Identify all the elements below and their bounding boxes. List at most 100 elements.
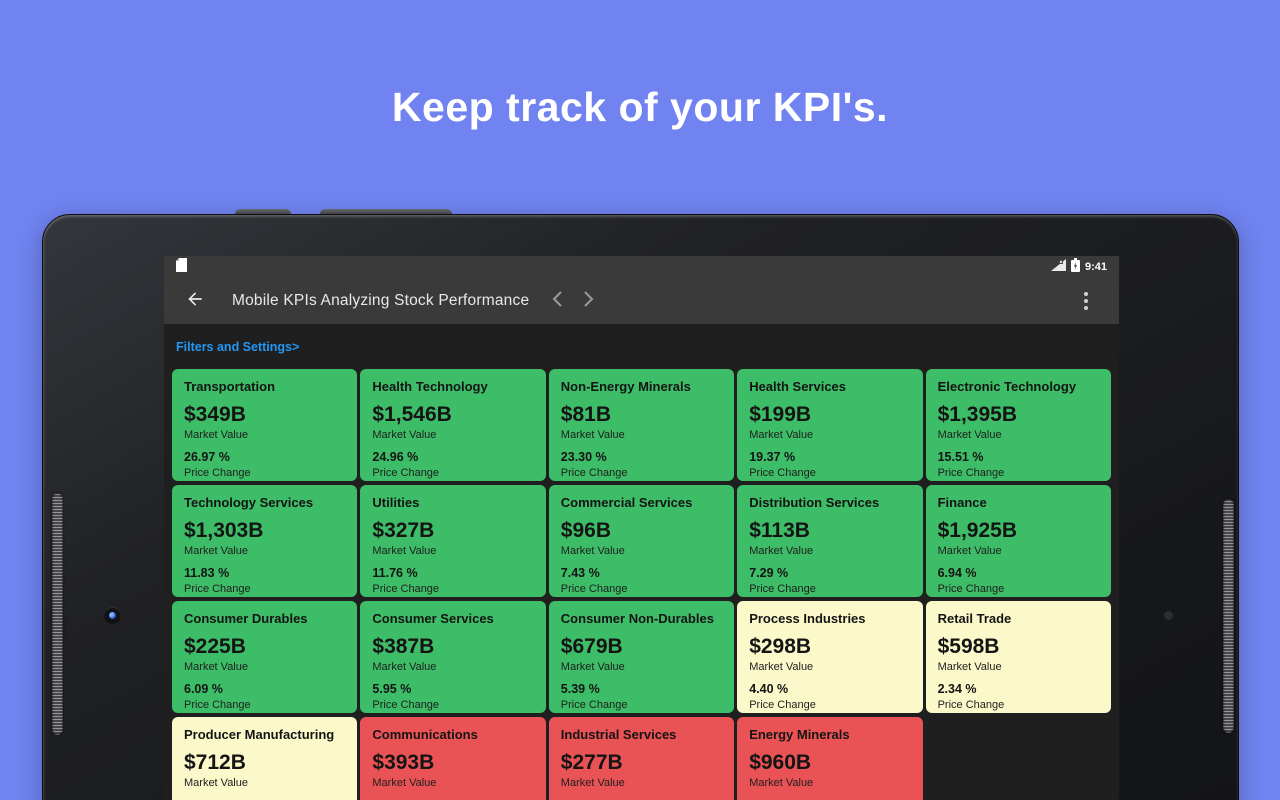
tile-market-value-label: Market Value xyxy=(372,429,437,441)
chevron-right-icon xyxy=(581,290,595,312)
tile-market-value-label: Market Value xyxy=(560,429,625,441)
tile-market-value-label: Market Value xyxy=(184,429,248,441)
tile-market-value: $1,303B xyxy=(184,519,264,542)
cellular-signal-icon xyxy=(1050,258,1066,276)
tile-sector-name: Producer Manufacturing xyxy=(184,727,335,742)
clock-time: 9:41 xyxy=(1084,261,1107,273)
kpi-tile[interactable]: Process Industries $298B Market Value 4.… xyxy=(737,601,923,713)
tile-market-value: $1,546B xyxy=(372,403,452,426)
kpi-tile[interactable]: Communications $393B Market Value -4.17 … xyxy=(360,717,546,800)
kpi-tile[interactable]: Consumer Non-Durables $679B Market Value… xyxy=(548,601,735,713)
kpi-tile[interactable]: Finance $1,925B Market Value 6.94 % Pric… xyxy=(925,485,1111,597)
tile-price-change-label: Price Change xyxy=(184,467,251,479)
tile-market-value-label: Market Value xyxy=(372,545,437,557)
tile-price-change: 6.09 % xyxy=(184,682,223,696)
tile-price-change-label: Price Change xyxy=(372,467,440,479)
kpi-tile[interactable]: Non-Energy Minerals $81B Market Value 23… xyxy=(548,369,735,481)
kpi-tile[interactable]: Transportation $349B Market Value 26.97 … xyxy=(172,369,358,481)
kpi-tile[interactable]: Commercial Services $96B Market Value 7.… xyxy=(548,485,735,597)
tile-price-change-label: Price Change xyxy=(937,467,1005,479)
tile-market-value: $81B xyxy=(560,403,611,426)
tile-price-change-label: Price Change xyxy=(937,699,1005,711)
tile-price-change-label: Price Change xyxy=(560,467,628,479)
tile-market-value-label: Market Value xyxy=(560,545,625,557)
next-page-button[interactable] xyxy=(573,286,603,316)
tile-market-value-label: Market Value xyxy=(749,777,814,789)
tile-price-change: 2.33 % xyxy=(184,798,345,800)
tile-price-change: 11.83 % xyxy=(184,566,230,580)
tile-sector-name: Commercial Services xyxy=(560,495,693,510)
tile-market-value: $960B xyxy=(749,751,812,774)
kpi-tile[interactable]: Energy Minerals $960B Market Value -18.7… xyxy=(737,717,923,800)
kpi-tile[interactable]: Electronic Technology $1,395B Market Val… xyxy=(925,369,1111,481)
tile-sector-name: Consumer Non-Durables xyxy=(560,611,714,626)
status-bar: 9:41 xyxy=(164,256,1119,278)
tile-price-change-label: Price Change xyxy=(937,583,1005,595)
tile-market-value: $298B xyxy=(749,635,812,658)
tile-market-value: $712B xyxy=(184,751,246,774)
tile-sector-name: Process Industries xyxy=(749,611,866,626)
previous-page-button[interactable] xyxy=(543,286,573,316)
tile-market-value: $598B xyxy=(937,635,1000,658)
tile-sector-name: Consumer Services xyxy=(372,611,494,626)
tile-market-value: $225B xyxy=(184,635,246,658)
tile-sector-name: Technology Services xyxy=(184,495,314,510)
tile-sector-name: Retail Trade xyxy=(937,611,1012,626)
tile-sector-name: Distribution Services xyxy=(749,495,880,510)
tile-market-value: $393B xyxy=(372,751,435,774)
tile-market-value: $113B xyxy=(749,519,810,542)
tile-price-change: 5.95 % xyxy=(372,682,412,696)
speaker-grille-right xyxy=(1223,499,1234,733)
kpi-grid: Transportation $349B Market Value 26.97 … xyxy=(172,369,1111,800)
tile-price-change: 4.40 % xyxy=(749,682,789,696)
kpi-tile[interactable]: Utilities $327B Market Value 11.76 % Pri… xyxy=(360,485,546,597)
tile-price-change: 6.94 % xyxy=(937,566,977,580)
tile-sector-name: Finance xyxy=(937,495,987,510)
tile-market-value-label: Market Value xyxy=(184,777,248,789)
battery-charging-icon xyxy=(1070,257,1080,277)
tile-sector-name: Industrial Services xyxy=(560,727,677,742)
tile-price-change-label: Price Change xyxy=(560,583,628,595)
kpi-tile[interactable]: Industrial Services $277B Market Value -… xyxy=(548,717,735,800)
tile-price-change-label: Price Change xyxy=(560,699,628,711)
kpi-tile[interactable]: Consumer Durables $225B Market Value 6.0… xyxy=(172,601,358,713)
back-button[interactable] xyxy=(182,288,208,314)
app-title: Mobile KPIs Analyzing Stock Performance xyxy=(232,292,530,309)
tile-price-change-label: Price Change xyxy=(372,583,440,595)
tile-sector-name: Electronic Technology xyxy=(937,379,1077,394)
speaker-grille-left xyxy=(52,493,63,735)
overflow-menu-icon xyxy=(1084,292,1088,310)
tile-market-value: $349B xyxy=(184,403,246,426)
tile-market-value-label: Market Value xyxy=(749,545,814,557)
tile-market-value: $327B xyxy=(372,519,435,542)
tile-sector-name: Transportation xyxy=(184,379,276,394)
tile-sector-name: Communications xyxy=(372,727,478,742)
kpi-tile[interactable]: Retail Trade $598B Market Value 2.34 % P… xyxy=(925,601,1111,713)
tile-price-change-label: Price Change xyxy=(749,699,816,711)
overflow-menu-button[interactable] xyxy=(1075,288,1097,314)
tile-sector-name: Non-Energy Minerals xyxy=(560,379,691,394)
kpi-tile[interactable]: Distribution Services $113B Market Value… xyxy=(737,485,923,597)
light-sensor xyxy=(1164,611,1173,620)
chevron-left-icon xyxy=(551,290,565,312)
kpi-tile[interactable]: Technology Services $1,303B Market Value… xyxy=(172,485,358,597)
tile-price-change: -9.10 % xyxy=(561,798,722,800)
camera-lens xyxy=(109,612,116,619)
kpi-tile[interactable]: Health Services $199B Market Value 19.37… xyxy=(737,369,923,481)
tile-price-change: 19.37 % xyxy=(749,450,796,464)
tile-market-value-label: Market Value xyxy=(372,777,437,789)
tile-market-value-label: Market Value xyxy=(749,429,814,441)
kpi-tile[interactable]: Producer Manufacturing $712B Market Valu… xyxy=(172,717,358,800)
tile-price-change: 26.97 % xyxy=(184,450,230,464)
tile-price-change: 11.76 % xyxy=(372,566,418,580)
tile-price-change-label: Price Change xyxy=(372,699,440,711)
tile-price-change-label: Price Change xyxy=(749,583,816,595)
tile-sector-name: Energy Minerals xyxy=(749,727,850,742)
kpi-tile[interactable]: Consumer Services $387B Market Value 5.9… xyxy=(360,601,546,713)
tile-price-change-label: Price Change xyxy=(749,467,816,479)
tile-sector-name: Consumer Durables xyxy=(184,611,308,626)
tile-market-value: $387B xyxy=(372,635,435,658)
filters-and-settings-link[interactable]: Filters and Settings> xyxy=(176,340,300,354)
dashboard-content: Filters and Settings> Transportation $34… xyxy=(164,324,1119,800)
kpi-tile[interactable]: Health Technology $1,546B Market Value 2… xyxy=(360,369,546,481)
